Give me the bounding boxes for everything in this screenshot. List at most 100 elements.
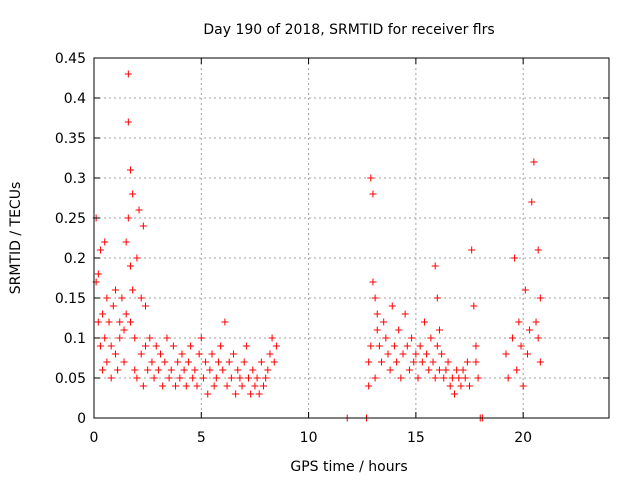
data-point — [137, 294, 145, 302]
data-point — [107, 342, 115, 350]
data-point — [405, 366, 413, 374]
data-point — [142, 302, 149, 310]
data-point — [536, 358, 544, 366]
data-point — [133, 374, 141, 382]
data-point — [197, 334, 205, 342]
data-point — [124, 214, 132, 222]
data-point — [240, 358, 248, 366]
data-point — [508, 334, 516, 342]
data-point — [94, 318, 102, 326]
data-point — [459, 366, 467, 374]
data-point — [448, 374, 456, 382]
data-point — [440, 374, 448, 382]
data-point — [446, 382, 454, 390]
data-point — [199, 374, 207, 382]
data-point — [390, 342, 398, 350]
data-point — [515, 318, 523, 326]
data-point — [502, 350, 510, 358]
x-tick-label: 0 — [90, 430, 99, 446]
data-point — [455, 374, 463, 382]
data-point — [163, 334, 171, 342]
data-point — [373, 326, 381, 334]
data-point — [126, 262, 134, 270]
data-point — [204, 390, 212, 398]
data-point — [474, 374, 482, 382]
data-point — [234, 366, 242, 374]
data-point — [511, 254, 519, 262]
data-point — [463, 358, 471, 366]
data-point — [523, 350, 531, 358]
y-tick-label: 0.15 — [55, 291, 86, 307]
data-point — [191, 366, 199, 374]
data-point — [178, 350, 186, 358]
data-point — [174, 358, 182, 366]
data-point — [184, 358, 192, 366]
data-point — [378, 358, 386, 366]
data-point — [470, 302, 478, 310]
data-point — [210, 382, 218, 390]
data-point — [214, 358, 222, 366]
data-point — [438, 350, 446, 358]
data-point — [131, 334, 139, 342]
data-point — [416, 342, 424, 350]
data-point — [433, 294, 441, 302]
data-point — [367, 342, 375, 350]
data-point — [182, 382, 190, 390]
y-tick-label: 0 — [77, 411, 86, 427]
data-point — [442, 366, 450, 374]
data-point — [262, 374, 270, 382]
data-point — [219, 366, 227, 374]
data-point — [414, 374, 422, 382]
data-point — [118, 294, 126, 302]
data-point — [111, 350, 119, 358]
data-point — [369, 190, 377, 198]
data-point — [227, 374, 235, 382]
data-point — [133, 254, 141, 262]
data-point — [96, 246, 104, 254]
data-point — [111, 286, 119, 294]
data-point — [189, 374, 197, 382]
data-point — [122, 238, 130, 246]
data-point — [107, 374, 115, 382]
data-point — [167, 366, 175, 374]
data-point — [451, 390, 458, 398]
data-point — [365, 358, 373, 366]
data-point — [403, 342, 411, 350]
data-point — [195, 350, 203, 358]
data-point — [242, 342, 250, 350]
data-point — [217, 342, 225, 350]
y-tick-label: 0.45 — [55, 51, 86, 67]
data-point — [101, 334, 109, 342]
data-point — [431, 374, 439, 382]
data-point — [393, 358, 401, 366]
data-point — [148, 358, 156, 366]
data-point — [126, 318, 134, 326]
data-point — [232, 390, 240, 398]
data-point — [521, 286, 529, 294]
data-point — [532, 318, 540, 326]
x-axis-label: GPS time / hours — [290, 459, 407, 475]
data-point — [444, 358, 452, 366]
data-point — [131, 366, 139, 374]
data-point — [401, 310, 409, 318]
data-point — [120, 358, 128, 366]
y-tick-label: 0.1 — [64, 331, 86, 347]
data-point — [247, 390, 255, 398]
data-point — [270, 358, 278, 366]
data-point — [221, 318, 229, 326]
data-point — [208, 350, 216, 358]
data-point — [371, 374, 379, 382]
data-point — [453, 366, 461, 374]
data-point — [129, 190, 137, 198]
data-point — [116, 318, 124, 326]
data-point — [266, 350, 274, 358]
y-tick-label: 0.4 — [64, 91, 86, 107]
data-point — [180, 366, 188, 374]
data-point — [397, 374, 405, 382]
data-point — [433, 342, 441, 350]
data-point — [461, 374, 469, 382]
data-point — [517, 342, 525, 350]
data-point — [96, 342, 104, 350]
x-tick-label: 5 — [197, 430, 206, 446]
axes — [93, 57, 610, 419]
